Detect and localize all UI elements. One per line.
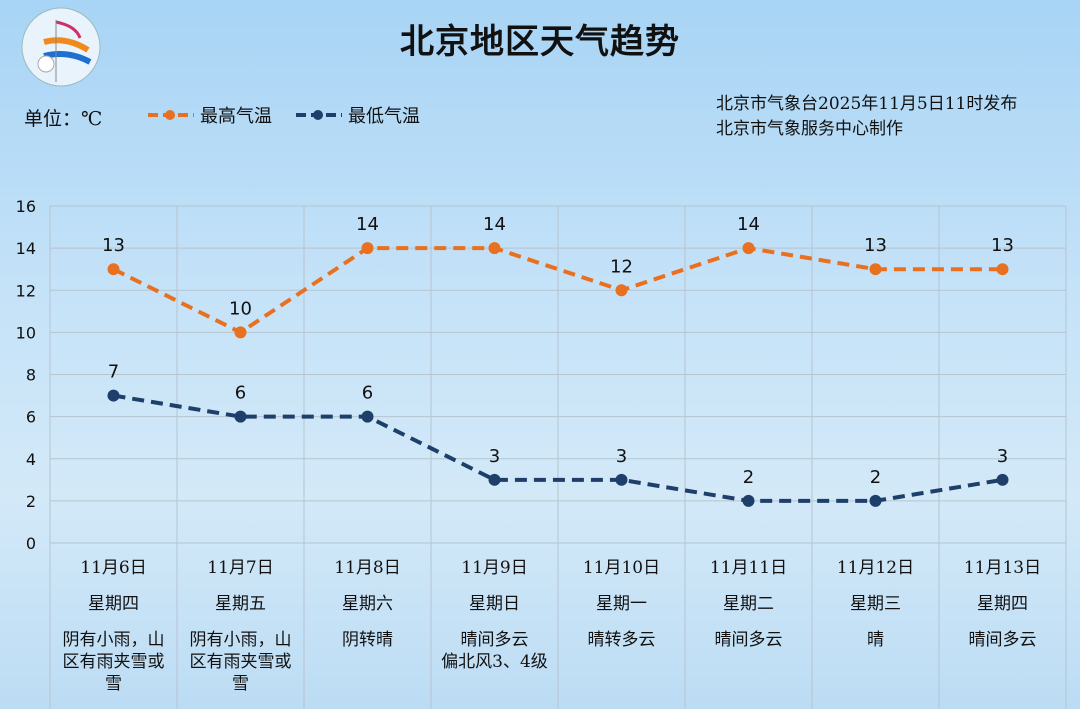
data-label: 14 <box>737 214 760 235</box>
data-label: 3 <box>997 446 1008 467</box>
weekday-label: 星期五 <box>215 594 266 614</box>
legend-label-high: 最高气温 <box>200 106 272 127</box>
day-column: 11月7日星期五阴有小雨，山 区有雨夹雪或雪 <box>177 545 304 695</box>
data-label: 6 <box>235 383 246 404</box>
data-point <box>869 494 882 507</box>
legend-item-high: 最高气温 <box>146 102 272 128</box>
data-label: 3 <box>489 446 500 467</box>
data-label: 14 <box>483 214 506 235</box>
weather-text: 偏北风3、4级 <box>441 652 548 672</box>
data-point <box>361 410 374 423</box>
y-tick-label: 12 <box>16 281 36 300</box>
weather-text: 区有雨夹雪或 <box>62 652 165 672</box>
data-label: 3 <box>616 446 627 467</box>
meteorological-service-logo <box>16 6 106 92</box>
weather-text: 晴间多云 <box>968 630 1037 650</box>
data-label: 6 <box>362 383 373 404</box>
data-label: 2 <box>743 467 754 488</box>
data-label: 12 <box>610 256 633 277</box>
day-column: 11月9日星期日晴间多云 偏北风3、4级 <box>431 545 558 673</box>
data-label: 2 <box>870 467 881 488</box>
y-tick-label: 10 <box>16 323 36 342</box>
y-tick-label: 0 <box>26 534 36 553</box>
day-column: 11月11日 星期二晴间多云 <box>685 545 812 651</box>
x-tick-date: 11月10日 <box>582 558 661 578</box>
data-point <box>869 263 882 276</box>
weather-text: 阴转晴 <box>342 630 393 650</box>
x-tick-date: 11月11日 <box>709 558 788 578</box>
day-column: 11月13日 星期四晴间多云 <box>939 545 1066 651</box>
weekday-label: 星期四 <box>977 594 1028 614</box>
page-title: 北京地区天气趋势 <box>400 22 680 62</box>
data-label: 13 <box>991 235 1014 256</box>
unit-label: 单位：℃ <box>24 108 103 130</box>
data-point <box>488 242 501 255</box>
data-label: 7 <box>108 362 119 383</box>
weather-text: 雪 <box>232 674 249 694</box>
data-point <box>615 473 628 486</box>
data-point <box>107 389 120 402</box>
weather-text: 阴有小雨，山 <box>62 630 165 650</box>
data-point <box>742 494 755 507</box>
y-tick-label: 16 <box>16 197 36 216</box>
weekday-label: 星期三 <box>850 594 901 614</box>
series-line-low <box>113 393 1003 503</box>
weather-text: 阴有小雨，山 <box>189 630 292 650</box>
weather-text: 区有雨夹雪或 <box>189 652 292 672</box>
legend-high-marker-icon <box>148 110 194 120</box>
x-tick-date: 11月12日 <box>836 558 915 578</box>
data-label: 14 <box>356 214 379 235</box>
day-column: 11月12日 星期三晴 <box>812 545 939 651</box>
day-column: 11月10日 星期一晴转多云 <box>558 545 685 651</box>
y-tick-label: 6 <box>26 408 36 427</box>
data-point <box>996 263 1009 276</box>
day-column: 11月6日星期四阴有小雨，山 区有雨夹雪或雪 <box>50 545 177 695</box>
data-point <box>234 410 247 423</box>
weather-text: 晴转多云 <box>587 630 656 650</box>
x-tick-date: 11月7日 <box>207 558 274 578</box>
legend-low-marker-icon <box>296 110 342 120</box>
weather-text: 晴 <box>867 630 884 650</box>
weather-text: 晴间多云 <box>714 630 783 650</box>
legend-item-low: 最低气温 <box>294 102 420 128</box>
y-tick-label: 14 <box>16 239 36 258</box>
x-tick-date: 11月6日 <box>80 558 147 578</box>
data-point <box>615 284 628 297</box>
issuer-line-1: 北京市气象台2025年11月5日11时发布 <box>716 94 1018 114</box>
weekday-label: 星期六 <box>342 594 393 614</box>
weekday-label: 星期四 <box>88 594 139 614</box>
weather-text: 晴间多云 <box>460 630 529 650</box>
y-tick-label: 4 <box>26 450 36 469</box>
x-tick-date: 11月8日 <box>334 558 401 578</box>
legend-label-low: 最低气温 <box>348 106 420 127</box>
data-point <box>742 242 755 255</box>
issuer-line-2: 北京市气象服务中心制作 <box>716 119 903 139</box>
weekday-label: 星期日 <box>469 594 520 614</box>
data-label: 10 <box>229 298 252 319</box>
x-tick-date: 11月13日 <box>963 558 1042 578</box>
data-point <box>488 473 501 486</box>
data-label: 13 <box>102 235 125 256</box>
data-point <box>996 473 1009 486</box>
weekday-label: 星期一 <box>596 594 647 614</box>
issuer-info: 北京市气象台2025年11月5日11时发布 北京市气象服务中心制作 <box>716 92 1017 142</box>
weather-text: 雪 <box>105 674 122 694</box>
weekday-label: 星期二 <box>723 594 774 614</box>
day-column: 11月8日星期六阴转晴 <box>304 545 431 651</box>
data-point <box>107 263 120 276</box>
y-tick-label: 8 <box>26 366 36 385</box>
data-label: 13 <box>864 235 887 256</box>
data-point <box>361 242 374 255</box>
y-tick-label: 2 <box>26 492 36 511</box>
x-tick-date: 11月9日 <box>461 558 528 578</box>
data-point <box>234 326 247 339</box>
